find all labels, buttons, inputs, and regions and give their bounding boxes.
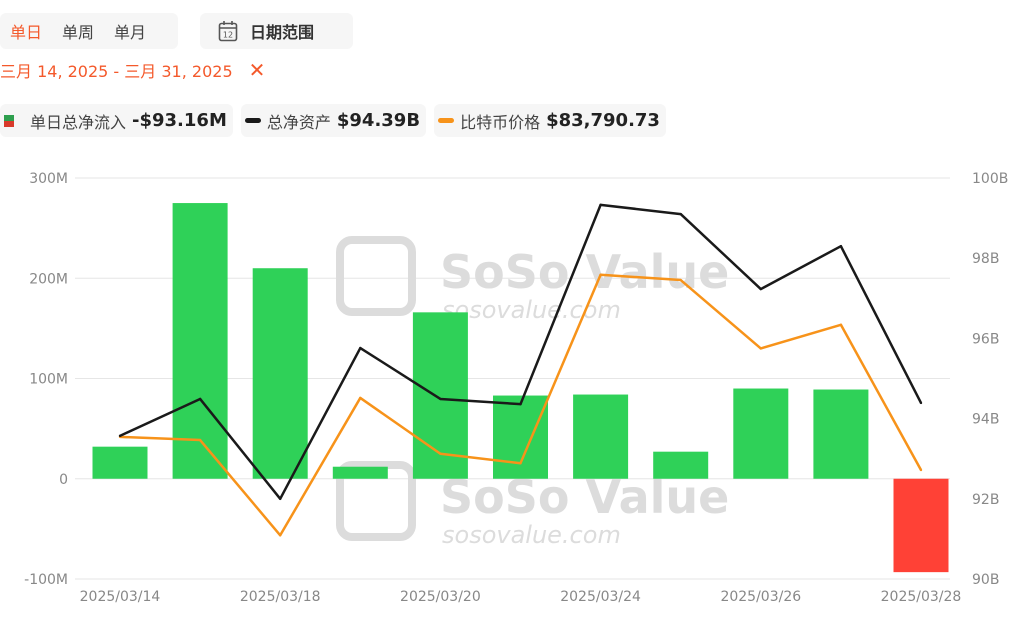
- legend-item-btc-price[interactable]: 比特币价格 $83,790.73: [434, 104, 666, 137]
- watermark-logo-icon: [336, 461, 416, 541]
- watermark-url: sosovalue.com: [442, 296, 621, 324]
- legend-marker-line: [438, 118, 455, 123]
- watermark-brand: SoSo Value: [440, 245, 729, 299]
- y-right-tick-label: 98B: [972, 251, 999, 267]
- x-tick-label: 2025/03/14: [80, 589, 161, 605]
- btc-price-line-point-2025/03/26: [759, 347, 762, 350]
- y-left-tick-label: -100M: [24, 572, 68, 588]
- watermark-url: sosovalue.com: [442, 521, 621, 549]
- bar-2025/03/26: [733, 388, 789, 479]
- net-assets-line-point-2025/03/25: [679, 212, 682, 216]
- net-assets-line-point-2025/03/18: [279, 497, 282, 500]
- net-assets-line-point-2025/03/19: [359, 346, 362, 350]
- x-tick-label: 2025/03/28: [881, 589, 962, 605]
- btc-price-line-point-2025/03/27: [839, 323, 843, 326]
- tab-weekly[interactable]: 单周: [62, 23, 95, 42]
- legend-marker-square: [4, 114, 14, 127]
- btc-price-line-point-2025/03/20: [439, 452, 442, 455]
- net-assets-line-point-2025/03/21: [519, 402, 522, 406]
- net-assets-line-point-2025/03/27: [839, 244, 843, 248]
- bar-2025/03/19: [332, 466, 388, 479]
- bar-2025/03/27: [813, 389, 869, 479]
- btc-price-line-point-2025/03/21: [519, 461, 522, 465]
- date-range-label: 日期范围: [250, 23, 315, 42]
- btc-price-line-point-2025/03/25: [679, 278, 682, 282]
- net-assets-line-point-2025/03/20: [439, 397, 442, 401]
- net-assets-line-point-2025/03/24: [599, 203, 602, 207]
- x-tick-label: 2025/03/26: [720, 589, 801, 605]
- selected-date-range: 三月 14, 2025 - 三月 31, 2025 ✕: [0, 58, 265, 82]
- y-left-tick-label: 100M: [29, 372, 68, 388]
- close-icon[interactable]: ✕: [248, 58, 266, 82]
- legend-value: $94.39B: [336, 110, 421, 131]
- tab-daily[interactable]: 单日: [10, 23, 43, 42]
- date-range-text: 三月 14, 2025 - 三月 31, 2025: [0, 62, 233, 81]
- bar-2025/03/28: [893, 478, 949, 573]
- date-range-button[interactable]: 12 日期范围: [200, 13, 353, 49]
- x-tick-label: 2025/03/18: [240, 589, 321, 605]
- legend-value: $83,790.73: [546, 110, 660, 131]
- bar-2025/03/20: [412, 312, 468, 479]
- x-tick-label: 2025/03/24: [560, 589, 641, 605]
- btc-price-line-point-2025/03/24: [599, 273, 602, 276]
- svg-text:12: 12: [223, 31, 233, 40]
- watermark-logo-icon: [336, 236, 416, 316]
- btc-price-line-point-2025/03/17: [198, 438, 202, 442]
- legend-value: -$93.16M: [132, 110, 227, 131]
- tab-monthly[interactable]: 单月: [114, 23, 147, 42]
- net-assets-line-point-2025/03/17: [198, 397, 202, 401]
- legend-label: 比特币价格: [460, 112, 541, 132]
- watermark-brand: SoSo Value: [440, 470, 729, 524]
- chart-legend: 单日总净流入 -$93.16M 总净资产 $94.39B 比特币价格 $83,7…: [0, 104, 666, 137]
- y-right-tick-label: 90B: [972, 572, 999, 588]
- net-assets-line-point-2025/03/26: [759, 287, 762, 291]
- y-right-tick-label: 94B: [972, 412, 999, 428]
- bar-2025/03/25: [653, 451, 709, 479]
- legend-label: 总净资产: [266, 112, 331, 132]
- period-selector: 单日 单周 单月: [0, 13, 178, 49]
- legend-label: 单日总净流入: [30, 112, 127, 132]
- bar-2025/03/24: [573, 394, 629, 479]
- btc-price-line-point-2025/03/19: [359, 396, 362, 400]
- y-right-tick-label: 96B: [972, 331, 999, 347]
- legend-item-net-assets[interactable]: 总净资产 $94.39B: [240, 104, 427, 137]
- y-left-tick-label: 200M: [29, 271, 68, 287]
- x-tick-label: 2025/03/20: [400, 589, 481, 605]
- btc-price-line-point-2025/03/18: [279, 534, 282, 537]
- net-assets-line-point-2025/03/14: [118, 434, 122, 438]
- y-right-tick-label: 92B: [972, 492, 999, 508]
- bar-2025/03/17: [172, 203, 228, 479]
- net-assets-line-point-2025/03/28: [919, 401, 923, 405]
- y-left-tick-label: 0: [59, 472, 68, 488]
- bar-2025/03/14: [92, 446, 148, 479]
- legend-marker-line: [244, 118, 261, 123]
- btc-price-line-point-2025/03/28: [919, 468, 923, 472]
- legend-item-net-inflow[interactable]: 单日总净流入 -$93.16M: [0, 104, 233, 137]
- y-right-tick-label: 100B: [972, 171, 1008, 187]
- y-left-tick-label: 300M: [29, 171, 68, 187]
- calendar-icon: 12: [218, 21, 238, 42]
- bar-2025/03/18: [252, 268, 308, 479]
- bar-2025/03/21: [493, 395, 548, 479]
